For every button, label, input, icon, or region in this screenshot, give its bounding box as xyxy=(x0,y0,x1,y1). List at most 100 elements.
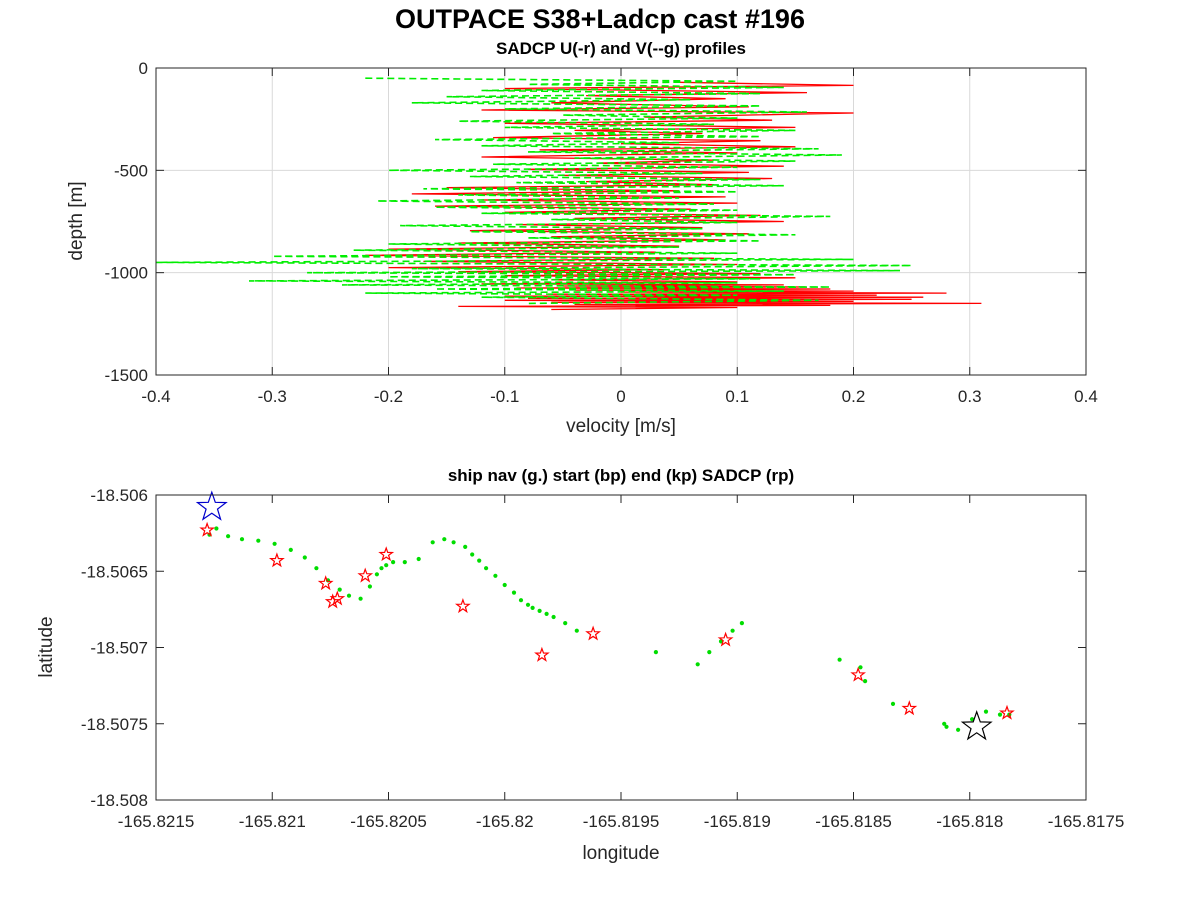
sadcp-star-marker xyxy=(999,704,1015,720)
nav-ytick-label: -18.5075 xyxy=(81,715,148,734)
nav-point xyxy=(346,593,352,598)
profiles-xtick-label: 0.3 xyxy=(958,387,982,406)
nav-point xyxy=(544,611,549,617)
nav-point xyxy=(942,721,947,726)
nav-point xyxy=(239,537,245,542)
nav-point xyxy=(707,650,712,655)
profiles-xtick-label: 0.4 xyxy=(1074,387,1098,406)
nav-point xyxy=(695,662,700,667)
nav-point xyxy=(256,538,261,543)
sadcp-star-marker xyxy=(199,521,216,537)
sadcp-star-marker xyxy=(357,567,374,583)
profiles-lines xyxy=(156,77,982,311)
nav-point xyxy=(430,540,435,545)
profiles-xtick-label: -0.4 xyxy=(141,387,170,406)
sadcp-star-marker xyxy=(534,646,550,662)
nav-point xyxy=(314,566,319,571)
nav-xtick-label: -165.818 xyxy=(936,812,1003,831)
end-star-marker xyxy=(960,709,993,741)
sadcp-star-marker xyxy=(454,597,471,614)
nav-point xyxy=(890,701,896,707)
nav-point xyxy=(391,560,396,565)
nav-point xyxy=(858,665,863,670)
nav-point xyxy=(530,605,535,611)
sadcp-star-marker xyxy=(324,593,341,609)
nav-point xyxy=(863,679,868,684)
nav-point xyxy=(525,602,531,607)
sadcp-star-marker xyxy=(329,590,346,606)
profiles-ytick-label: -500 xyxy=(114,161,148,180)
nav-point xyxy=(288,547,293,553)
v-profile-line xyxy=(156,77,912,305)
nav-point xyxy=(416,556,421,562)
nav-ytick-label: -18.508 xyxy=(90,791,148,810)
figure-suptitle: OUTPACE S38+Ladcp cast #196 xyxy=(395,4,805,34)
nav-point xyxy=(302,555,307,560)
profiles-xtick-label: 0.1 xyxy=(725,387,749,406)
nav-title: ship nav (g.) start (bp) end (kp) SADCP … xyxy=(448,466,794,485)
nav-xtick-label: -165.819 xyxy=(704,812,771,831)
sadcp-star-marker xyxy=(901,700,918,716)
nav-point xyxy=(442,537,447,542)
nav-point xyxy=(402,560,407,565)
nav-point xyxy=(730,628,735,633)
nav-xtick-label: -165.8205 xyxy=(350,812,427,831)
profiles-ytick-label: -1000 xyxy=(105,264,148,283)
sadcp-star-marker xyxy=(585,625,602,641)
nav-point xyxy=(463,544,468,550)
profiles-title: SADCP U(-r) and V(--g) profiles xyxy=(496,39,746,58)
nav-point xyxy=(837,657,842,662)
nav-point xyxy=(956,727,961,732)
nav-point xyxy=(337,587,342,592)
nav-point xyxy=(518,598,524,603)
start-star-marker xyxy=(195,490,228,521)
profiles-xtick-label: 0.2 xyxy=(842,387,866,406)
nav-ytick-label: -18.507 xyxy=(90,639,148,658)
sadcp-star-marker xyxy=(717,631,734,647)
nav-point xyxy=(537,608,542,614)
nav-xtick-label: -165.8185 xyxy=(815,812,892,831)
nav-point xyxy=(367,584,372,589)
nav-point xyxy=(384,563,389,568)
nav-point xyxy=(502,582,507,588)
profiles-xtick-label: -0.1 xyxy=(490,387,519,406)
profiles-ylabel: depth [m] xyxy=(66,181,87,260)
nav-point xyxy=(272,541,277,546)
profiles-ticks: -0.4 -0.3 -0.2 -0.1 0 0.1 0.2 0.3 0.4 -1500 -1000 -… xyxy=(105,59,1098,406)
profiles-axes: SADCP U(-r) and V(--g) profiles -0.4 -0.3… xyxy=(66,39,1098,437)
nav-point xyxy=(226,534,231,539)
nav-point xyxy=(563,621,568,626)
nav-ytick-label: -18.5065 xyxy=(81,562,148,581)
nav-point xyxy=(511,590,517,595)
nav-point xyxy=(574,628,579,633)
nav-point xyxy=(374,572,379,577)
profiles-ytick-label: -1500 xyxy=(105,366,148,385)
sadcp-star-marker xyxy=(378,546,395,562)
sadcp-star-marker xyxy=(850,666,866,682)
nav-point xyxy=(493,573,498,578)
nav-points xyxy=(195,490,1015,741)
nav-point xyxy=(451,540,456,545)
nav-axes: ship nav (g.) start (bp) end (kp) SADCP … xyxy=(36,466,1124,864)
profiles-ytick-label: 0 xyxy=(139,59,148,78)
nav-point xyxy=(379,566,384,571)
sadcp-star-marker xyxy=(317,575,334,591)
sadcp-star-marker xyxy=(268,552,285,568)
u-profile-line xyxy=(365,81,982,311)
profiles-xlabel: velocity [m/s] xyxy=(566,416,676,437)
nav-point xyxy=(983,709,989,714)
profiles-xtick-label: -0.3 xyxy=(258,387,287,406)
nav-point xyxy=(997,712,1003,717)
nav-point xyxy=(739,621,745,626)
nav-point xyxy=(551,614,556,620)
nav-xtick-label: -165.8175 xyxy=(1048,812,1125,831)
nav-xtick-label: -165.8195 xyxy=(583,812,660,831)
nav-point xyxy=(944,724,949,729)
nav-ticks: -165.8215 -165.821 -165.8205 -165.82 -165.81… xyxy=(81,486,1124,831)
nav-point xyxy=(484,566,489,571)
nav-xtick-label: -165.8215 xyxy=(118,812,195,831)
profiles-xtick-label: -0.2 xyxy=(374,387,403,406)
nav-xtick-label: -165.82 xyxy=(476,812,534,831)
nav-plot-area xyxy=(156,495,1086,800)
